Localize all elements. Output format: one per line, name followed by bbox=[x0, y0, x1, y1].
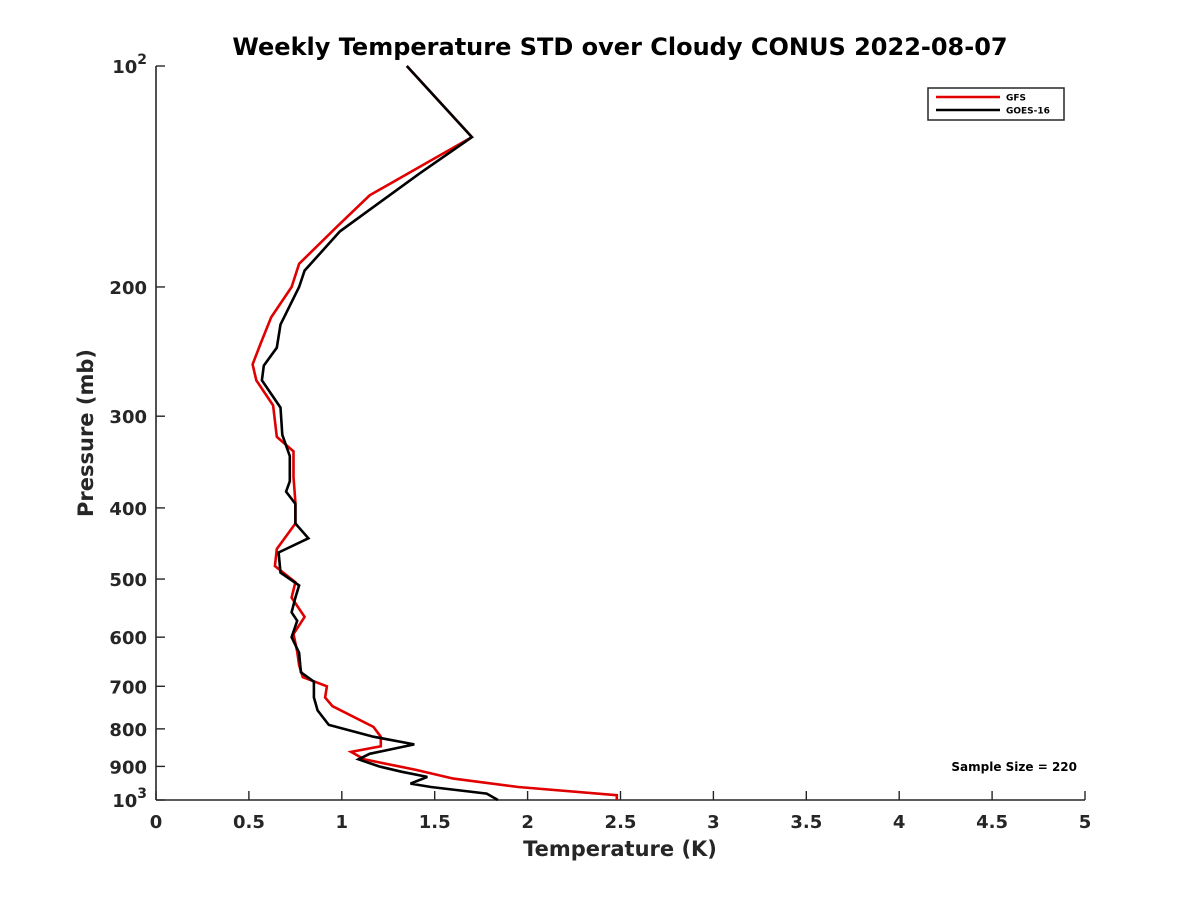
x-tick-label: 1 bbox=[336, 812, 349, 833]
y-tick-label: 103 bbox=[112, 786, 147, 812]
y-tick-label-base: 10 bbox=[112, 791, 137, 812]
y-tick-label: 700 bbox=[109, 677, 147, 698]
series-group bbox=[251, 65, 619, 802]
x-tick-label: 2 bbox=[521, 812, 534, 833]
x-tick-label: 0 bbox=[150, 812, 163, 833]
legend-label: GOES-16 bbox=[1006, 107, 1050, 117]
x-tick-label: 0.5 bbox=[233, 812, 265, 833]
legend-box bbox=[927, 87, 1065, 121]
x-axis-label: Temperature (K) bbox=[523, 837, 717, 861]
y-tick-label: 300 bbox=[109, 407, 147, 428]
y-tick-label-exponent: 2 bbox=[137, 52, 147, 68]
chart-title: Weekly Temperature STD over Cloudy CONUS… bbox=[232, 33, 1007, 61]
legend-label: GFS bbox=[1006, 94, 1026, 104]
y-tick-label: 800 bbox=[109, 720, 147, 741]
sample-size-annotation: Sample Size = 220 bbox=[951, 760, 1077, 774]
series-line-gfs bbox=[251, 65, 619, 800]
x-ticks: 0 0.5 1 1.5 2 2.5 3 3.5 4 4.5 5 bbox=[150, 791, 1092, 833]
y-tick-label: 200 bbox=[109, 278, 147, 299]
x-tick-label: 4 bbox=[893, 812, 906, 833]
x-tick-label: 3 bbox=[707, 812, 720, 833]
x-tick-label: 5 bbox=[1079, 812, 1092, 833]
y-tick-label-base: 10 bbox=[112, 57, 137, 78]
x-tick-label: 2.5 bbox=[605, 812, 637, 833]
series-line-goes-16 bbox=[260, 65, 499, 802]
y-tick-label: 400 bbox=[109, 499, 147, 520]
y-tick-label: 102 bbox=[112, 52, 147, 78]
legend: GFS GOES-16 bbox=[927, 87, 1065, 121]
x-tick-label: 3.5 bbox=[790, 812, 822, 833]
y-tick-label-exponent: 3 bbox=[137, 786, 147, 802]
x-tick-label: 4.5 bbox=[976, 812, 1008, 833]
y-tick-label: 500 bbox=[109, 570, 147, 591]
x-tick-label: 1.5 bbox=[419, 812, 451, 833]
y-axis-label: Pressure (mb) bbox=[74, 349, 98, 517]
y-tick-label: 600 bbox=[109, 628, 147, 649]
y-tick-label: 900 bbox=[109, 757, 147, 778]
